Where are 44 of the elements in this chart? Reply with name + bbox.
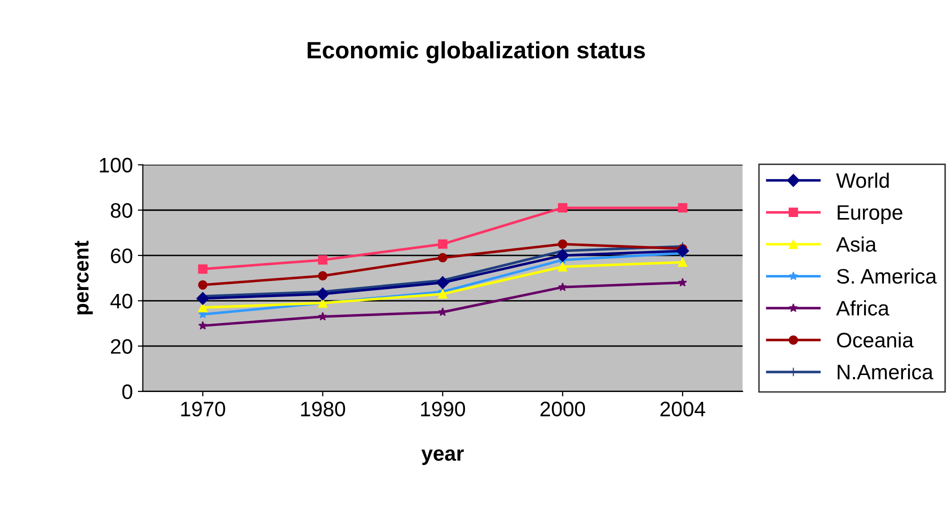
point	[558, 262, 568, 272]
point	[556, 249, 570, 262]
x-axis-title: year	[421, 449, 464, 465]
point	[438, 239, 448, 249]
x-tick-label: 2000	[540, 402, 585, 416]
chart-title: Economic globalization status	[308, 41, 645, 64]
y-tick-label: 60	[110, 248, 132, 264]
point	[318, 312, 328, 321]
legend-label: World	[836, 172, 889, 188]
y-axis-title: percent	[74, 240, 93, 314]
legend-label: Africa	[836, 300, 890, 316]
point	[676, 244, 689, 258]
point	[558, 282, 568, 292]
point	[438, 253, 448, 262]
point	[436, 276, 450, 290]
x-tick-label: 1980	[301, 402, 346, 416]
point	[558, 203, 568, 213]
point	[198, 302, 208, 312]
point	[558, 239, 568, 249]
legend-label: Asia	[836, 236, 877, 252]
point	[678, 203, 688, 213]
y-tick-label: 40	[110, 294, 132, 309]
point	[198, 321, 208, 330]
point	[318, 255, 328, 265]
y-tick-label: 100	[100, 158, 132, 173]
point	[678, 258, 688, 267]
point	[438, 307, 448, 316]
point	[198, 280, 208, 290]
point	[438, 289, 448, 299]
legend-label: S. America	[837, 268, 937, 284]
point	[196, 292, 210, 305]
y-tick-label: 0	[122, 384, 132, 400]
point	[316, 288, 330, 300]
point	[318, 271, 328, 281]
y-tick-label: 20	[110, 339, 132, 354]
x-tick-label: 2004	[660, 402, 706, 416]
x-tick-label: 1970	[181, 402, 226, 416]
legend-label: N.America	[838, 364, 934, 380]
x-tick-label: 1990	[421, 402, 466, 416]
legend-label: Europe	[838, 205, 902, 224]
point	[198, 264, 208, 274]
legend-label: Oceania	[837, 332, 914, 348]
y-tick-label: 80	[110, 203, 132, 218]
point	[678, 278, 688, 287]
